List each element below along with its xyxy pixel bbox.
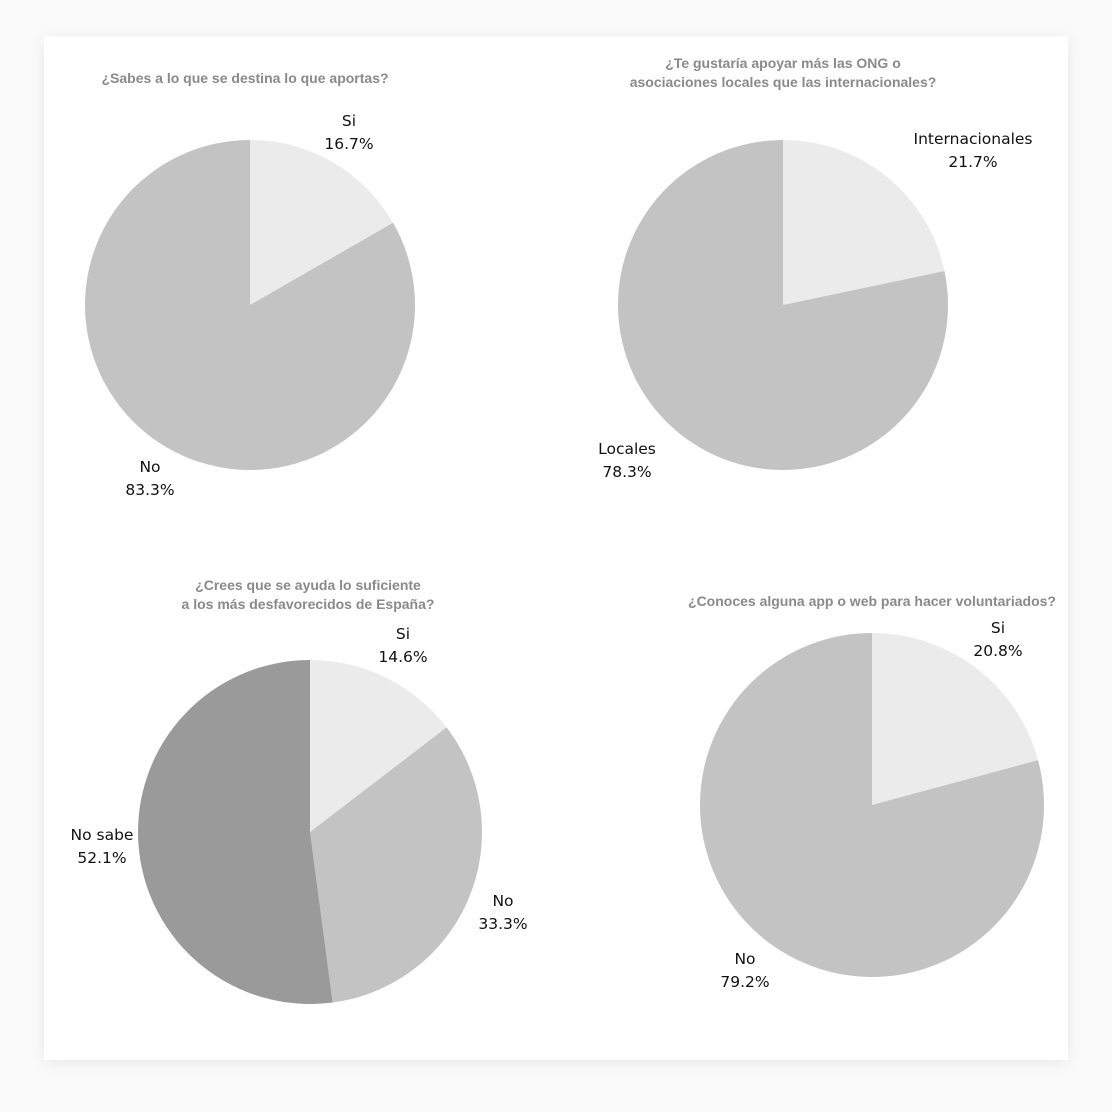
chart-4-data-label: Si 20.8% xyxy=(973,617,1022,663)
slice-label-name: Si xyxy=(395,625,411,643)
chart-3-data-label: No 33.3% xyxy=(478,890,527,936)
chart-4-title: ¿Conoces alguna app o web para hacer vol… xyxy=(688,593,1056,609)
slice-label-value: 52.1% xyxy=(77,849,127,867)
slice-label-value: 83.3% xyxy=(125,481,175,499)
chart-1-title: ¿Sabes a lo que se destina lo que aporta… xyxy=(101,70,389,86)
slice-label-name: Si xyxy=(341,112,357,130)
chart-2-title-line-2: asociaciones locales que las internacion… xyxy=(629,74,937,90)
slice-label-name: Locales xyxy=(598,440,656,458)
slice-label-value: 33.3% xyxy=(478,915,528,933)
chart-2-data-label: Locales 78.3% xyxy=(598,438,656,484)
chart-1-data-label: Si 16.7% xyxy=(324,110,373,156)
chart-1-slice-no xyxy=(84,139,415,470)
chart-3-slice-si xyxy=(310,660,447,832)
chart-4-data-label: No 79.2% xyxy=(720,948,769,994)
chart-1-data-label: No 83.3% xyxy=(125,456,174,502)
chart-3-title-line-2: a los más desfavorecidos de España? xyxy=(181,596,435,612)
chart-2-title: ¿Te gustaría apoyar más las ONG o asocia… xyxy=(630,54,937,92)
slice-label-value: 20.8% xyxy=(973,642,1023,660)
chart-3-title-line-1: ¿Crees que se ayuda lo suficiente xyxy=(195,577,421,593)
chart-3-slice-no xyxy=(310,727,483,1003)
slice-label-name: No xyxy=(139,458,161,476)
chart-3-slice-no-sabe xyxy=(138,660,333,1004)
slice-label-value: 79.2% xyxy=(720,973,770,991)
chart-2-slice-internacionales xyxy=(783,140,945,305)
slice-label-value: 21.7% xyxy=(948,153,998,171)
chart-4-slice-si xyxy=(872,633,1039,805)
slice-label-value: 78.3% xyxy=(602,463,652,481)
slice-label-name: Internacionales xyxy=(913,130,1033,148)
chart-3-data-label: Si 14.6% xyxy=(378,623,427,669)
chart-4-slice-no xyxy=(700,633,1044,977)
chart-2-title-line-1: ¿Te gustaría apoyar más las ONG o xyxy=(665,55,901,71)
chart-3-data-label: No sabe 52.1% xyxy=(71,824,134,870)
chart-1-slice-si xyxy=(250,140,394,305)
slice-label-name: No xyxy=(734,950,756,968)
slice-label-value: 16.7% xyxy=(324,135,374,153)
chart-3-title: ¿Crees que se ayuda lo suficiente a los … xyxy=(182,576,435,614)
chart-2-slice-locales xyxy=(618,140,948,470)
slice-label-name: Si xyxy=(990,619,1006,637)
slice-label-name: No sabe xyxy=(70,826,134,844)
chart-2-data-label: Internacionales 21.7% xyxy=(914,128,1033,174)
slice-label-name: No xyxy=(492,892,514,910)
slice-label-value: 14.6% xyxy=(378,648,428,666)
